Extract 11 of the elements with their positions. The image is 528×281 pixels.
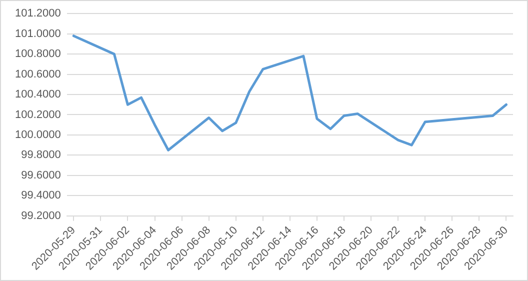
y-tick-label: 101.0000 [14, 28, 61, 40]
y-tick-label: 99.4000 [21, 190, 61, 202]
y-tick-label: 100.0000 [14, 129, 61, 141]
y-tick-label: 100.4000 [14, 88, 61, 101]
y-tick-label: 99.2000 [21, 210, 61, 222]
y-tick-label: 100.6000 [14, 68, 61, 80]
y-tick-label: 99.6000 [21, 169, 61, 182]
y-tick-label: 100.2000 [14, 108, 61, 121]
y-tick-label: 100.8000 [14, 48, 61, 60]
y-tick-label: 101.2000 [14, 8, 61, 20]
y-tick-label: 99.8000 [21, 149, 61, 162]
